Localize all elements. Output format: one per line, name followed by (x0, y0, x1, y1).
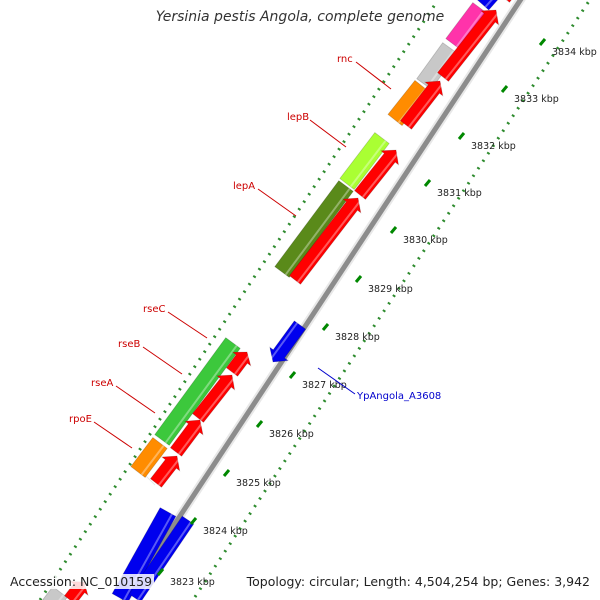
ruler-tick (457, 132, 466, 140)
rse-operon-feature[interactable] (154, 337, 241, 446)
era-red-feature-shine (444, 11, 500, 80)
gene-label-rpoE[interactable]: rpoE (69, 414, 92, 425)
top-blue-outer-feature[interactable] (475, 0, 504, 11)
genome-summary-text: Topology: circular; Length: 4,504,254 bp… (244, 574, 592, 589)
ruler-tick-label: 3832 kbp (471, 141, 516, 152)
locus-label[interactable]: YpAngola_A3608 (356, 391, 441, 402)
era-red-feature[interactable] (436, 9, 500, 82)
ruler-tick-label: 3823 kbp (170, 577, 215, 588)
top-red-feature[interactable] (498, 0, 521, 3)
bottom-grey-feature-shine (58, 594, 65, 600)
rseC-feature[interactable] (225, 351, 252, 377)
grey-feature-shine (426, 50, 455, 88)
rseA-feature[interactable] (169, 419, 204, 457)
lepA-red-feature-shine (296, 199, 362, 283)
ruler-tick-label: 3825 kbp (236, 478, 281, 489)
gene-label-leader (167, 311, 208, 339)
ruler-tick-label: 3824 kbp (203, 526, 248, 537)
rpoE-outer-feature-shine (140, 445, 165, 476)
rpoE-outer-feature[interactable] (130, 437, 168, 478)
gene-label-leader (93, 421, 133, 449)
ruler-tick-label: 3827 kbp (302, 380, 347, 391)
locus-label-leader (317, 367, 356, 395)
lepB-red-feature[interactable] (353, 149, 400, 200)
YpAngola-A3608-feature[interactable] (269, 320, 307, 363)
lepA-feature[interactable] (274, 180, 354, 278)
rpoE-feature-shine (157, 457, 181, 486)
rpoE-feature[interactable] (149, 455, 181, 488)
ruler-tick-label: 3834 kbp (552, 47, 597, 58)
rse-operon-feature-shine (164, 345, 238, 444)
rnc-red-feature[interactable] (399, 80, 444, 130)
lepB-feature[interactable] (339, 131, 390, 191)
rseC-feature-shine (234, 353, 251, 375)
map-title: Yersinia pestis Angola, complete genome (155, 9, 445, 25)
rseA-feature-shine (178, 421, 204, 455)
YpAngola-A3608-feature-shine (269, 322, 298, 361)
gene-label-leader (142, 346, 183, 375)
ruler-tick (255, 420, 264, 428)
gene-label-leader (355, 61, 392, 90)
ruler-tick (156, 568, 165, 576)
gene-label-lepA[interactable]: lepA (233, 181, 255, 192)
gene-label-rseA[interactable]: rseA (91, 378, 113, 389)
ruler-tick (189, 517, 198, 525)
ruler-tick-label: 3833 kbp (514, 94, 559, 105)
ruler-tick-label: 3828 kbp (335, 332, 380, 343)
upper-dotted-track (38, 0, 440, 600)
gene-label-rnc[interactable]: rnc (337, 54, 353, 65)
ruler-tick (389, 226, 398, 234)
gene-label-lepB[interactable]: lepB (287, 112, 309, 123)
accession-text: Accession: NC_010159 (8, 574, 155, 589)
lepB-feature-shine (349, 140, 387, 188)
gene-label-rseB[interactable]: rseB (118, 339, 140, 350)
rseB-feature-shine (199, 376, 236, 421)
lepB-red-feature-shine (361, 151, 400, 198)
ruler-tick-label: 3826 kbp (269, 429, 314, 440)
ruler-tick (321, 323, 330, 331)
ruler-tick (538, 38, 547, 46)
top-blue-outer-feature-shine (484, 0, 493, 8)
ruler-tick (354, 275, 363, 283)
ruler-tick-label: 3830 kbp (403, 235, 448, 246)
gene-label-rseC[interactable]: rseC (143, 304, 165, 315)
rnc-red-feature-shine (407, 82, 444, 128)
genome-backbone-line (121, 0, 524, 600)
ruler-dotted-track (191, 0, 592, 600)
lepA-feature-shine (284, 188, 351, 276)
gene-label-leader (257, 188, 297, 217)
ruler-tick-label: 3829 kbp (368, 284, 413, 295)
ruler-tick-label: 3831 kbp (437, 188, 482, 199)
ruler-tick (222, 469, 231, 477)
ruler-tick (288, 371, 297, 379)
gene-label-leader (115, 385, 156, 414)
ruler-tick (423, 179, 432, 187)
lepA-red-feature[interactable] (288, 197, 362, 285)
ruler-tick (500, 85, 509, 93)
gene-label-leader (309, 119, 347, 148)
rseB-feature[interactable] (191, 374, 236, 423)
pink-feature-shine (455, 10, 485, 48)
